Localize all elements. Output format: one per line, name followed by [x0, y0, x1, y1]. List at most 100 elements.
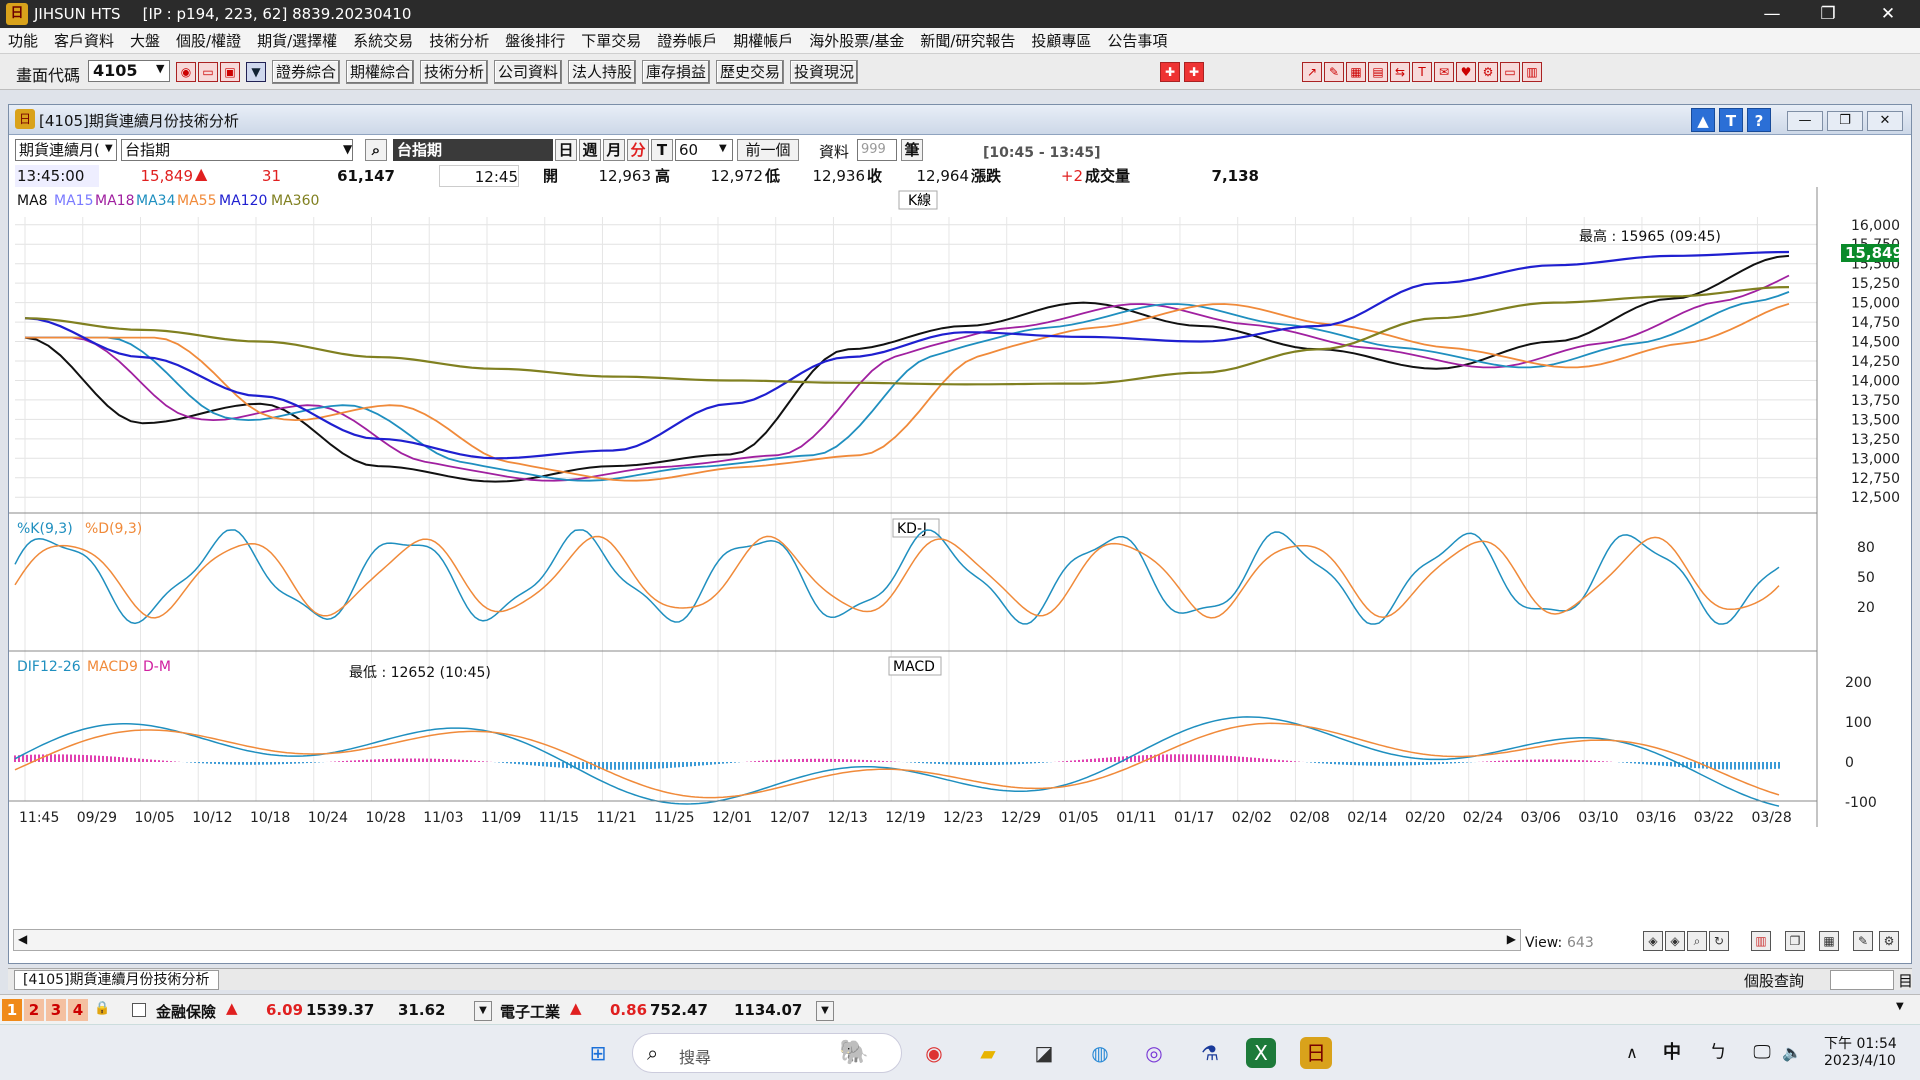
stock-query-button[interactable]: 目	[1898, 972, 1914, 990]
chevron-down-icon[interactable]: ▼	[105, 143, 113, 154]
menu-item[interactable]: 客戶資料	[54, 32, 115, 50]
menu-item[interactable]: 功能	[8, 32, 39, 50]
menu-item[interactable]: 個股/權證	[176, 32, 242, 50]
arrow-up-icon[interactable]: ▲	[1691, 108, 1715, 132]
menu-item[interactable]: 投顧專區	[1031, 32, 1092, 50]
tool-icon-1[interactable]: ◉	[176, 62, 196, 82]
dropdown-icon[interactable]: ▼	[246, 62, 266, 82]
prev-button[interactable]: 前一個	[737, 139, 799, 161]
flask-icon[interactable]: ⚗	[1201, 1041, 1219, 1065]
menu-item[interactable]: 期權帳戶	[733, 32, 794, 50]
chevron-down-icon[interactable]: ▼	[1896, 1001, 1904, 1012]
window-tool-icon[interactable]: ❐	[1785, 931, 1805, 951]
ime-mode-icon[interactable]: ㄅ	[1709, 1042, 1727, 1063]
toolbar-button[interactable]: 公司資料	[494, 60, 563, 84]
jihsun-app-icon[interactable]: 日	[1300, 1037, 1332, 1069]
ime-indicator[interactable]: 中	[1663, 1042, 1681, 1063]
tool-icon[interactable]: ♥	[1456, 62, 1476, 82]
plus-icon[interactable]: ✚	[1184, 62, 1204, 82]
excel-icon[interactable]: X	[1246, 1038, 1276, 1068]
globe-icon[interactable]: ◍	[1091, 1041, 1109, 1065]
close-icon[interactable]: ✕	[1880, 4, 1896, 24]
tool-icon-3[interactable]: ▣	[220, 62, 240, 82]
chevron-down-icon[interactable]: ▼	[156, 62, 165, 75]
toolbar-button[interactable]: 技術分析	[420, 60, 489, 84]
menu-item[interactable]: 下單交易	[581, 32, 642, 50]
chrome-icon[interactable]: ◉	[925, 1041, 943, 1065]
chevron-down-icon[interactable]: ▼	[816, 1001, 834, 1021]
ticker-tab-1[interactable]: 1	[2, 999, 22, 1021]
toolbar-button[interactable]: 投資現況	[790, 60, 859, 84]
menu-item[interactable]: 系統交易	[353, 32, 414, 50]
search-icon[interactable]: ⌕	[365, 139, 387, 161]
menu-item[interactable]: 證券帳戶	[657, 32, 718, 50]
menu-item[interactable]: 大盤	[130, 32, 161, 50]
tool-icon[interactable]: ⚙	[1478, 62, 1498, 82]
toolbar-button[interactable]: 期權綜合	[346, 60, 415, 84]
search-box[interactable]: ⌕ 搜尋 🐘	[632, 1033, 902, 1073]
chevron-down-icon[interactable]: ▼	[474, 1001, 492, 1021]
chevron-down-icon[interactable]: ▼	[343, 142, 353, 156]
tool-icon[interactable]: ▤	[1368, 62, 1388, 82]
toolbar-button[interactable]: 法人持股	[568, 60, 637, 84]
toolbar-button[interactable]: 證券綜合	[272, 60, 341, 84]
stock-query-input[interactable]	[1830, 970, 1894, 990]
zoom-in-icon[interactable]: ◈	[1665, 931, 1685, 951]
period-minute-button[interactable]: 分	[627, 139, 649, 161]
menu-item[interactable]: 技術分析	[429, 32, 490, 50]
window-close-icon[interactable]: ✕	[1867, 111, 1903, 131]
scroll-left-icon[interactable]: ◀	[18, 932, 28, 946]
chevron-down-icon[interactable]: ▼	[719, 143, 727, 154]
lock-icon[interactable]: 🔒	[94, 1001, 111, 1016]
restore-icon[interactable]: ❐	[1820, 4, 1836, 24]
folder-icon[interactable]: ▰	[980, 1041, 996, 1065]
menu-item[interactable]: 新聞/研究報告	[920, 32, 1016, 50]
refresh-icon[interactable]: ↻	[1709, 931, 1729, 951]
volume-icon[interactable]: 🔈	[1782, 1043, 1802, 1062]
menu-item[interactable]: 公告事項	[1107, 32, 1168, 50]
technical-chart[interactable]: MA8 MA15 MA18 MA34 MA55 MA120 MA360 K線 1…	[9, 187, 1911, 887]
circle-app-icon[interactable]: ◎	[1145, 1041, 1163, 1065]
text-icon[interactable]: T	[1719, 108, 1743, 132]
tool-icon[interactable]: ▦	[1346, 62, 1366, 82]
chart-tool-icon[interactable]: ▥	[1751, 931, 1771, 951]
menu-item[interactable]: 期貨/選擇權	[257, 32, 338, 50]
tool-icon[interactable]: ▥	[1522, 62, 1542, 82]
data-count-input[interactable]: 999	[857, 139, 897, 161]
menu-item[interactable]: 盤後排行	[505, 32, 566, 50]
toolbar-button[interactable]: 庫存損益	[642, 60, 711, 84]
ticker-tab-4[interactable]: 4	[68, 999, 88, 1021]
window-restore-icon[interactable]: ❐	[1827, 111, 1863, 131]
ticker-tab-3[interactable]: 3	[46, 999, 66, 1021]
tool-icon-2[interactable]: ▭	[198, 62, 218, 82]
interval-select[interactable]: 60	[675, 139, 733, 161]
chevron-up-icon[interactable]: ∧	[1626, 1043, 1638, 1062]
table-icon[interactable]: ▦	[1819, 931, 1839, 951]
sticky-notes-icon[interactable]: ◪	[1034, 1041, 1054, 1065]
period-month-button[interactable]: 月	[603, 139, 625, 161]
symbol-input[interactable]: 台指期	[121, 139, 353, 161]
period-tick-button[interactable]: T	[651, 139, 673, 161]
tool-icon[interactable]: ⇆	[1390, 62, 1410, 82]
window-minimize-icon[interactable]: —	[1787, 111, 1823, 131]
clock-date[interactable]: 2023/4/10	[1824, 1053, 1896, 1069]
ticker-tab-2[interactable]: 2	[24, 999, 44, 1021]
plus-icon[interactable]: ✚	[1160, 62, 1180, 82]
windows-start-icon[interactable]: ⊞	[589, 1041, 607, 1065]
tab-4105[interactable]: [4105]期貨連續月份技術分析	[14, 970, 219, 990]
magnify-icon[interactable]: ⌕	[1687, 931, 1707, 951]
tool-icon[interactable]: ✉	[1434, 62, 1454, 82]
help-icon[interactable]: ?	[1747, 108, 1771, 132]
clock-time[interactable]: 下午 01:54	[1824, 1036, 1897, 1052]
period-week-button[interactable]: 週	[579, 139, 601, 161]
horizontal-scrollbar[interactable]: ◀ ▶	[13, 929, 1521, 951]
toolbar-button[interactable]: 歷史交易	[716, 60, 785, 84]
pen-icon[interactable]: ✎	[1853, 931, 1873, 951]
minimize-icon[interactable]: —	[1763, 4, 1781, 24]
ticker-checkbox[interactable]	[132, 1003, 146, 1017]
zoom-out-icon[interactable]: ◈	[1643, 931, 1663, 951]
screen-code-input[interactable]: 4105	[88, 60, 170, 82]
scroll-right-icon[interactable]: ▶	[1506, 932, 1516, 946]
settings-icon[interactable]: ⚙	[1879, 931, 1899, 951]
product-select[interactable]: 期貨連續月(	[15, 139, 117, 161]
